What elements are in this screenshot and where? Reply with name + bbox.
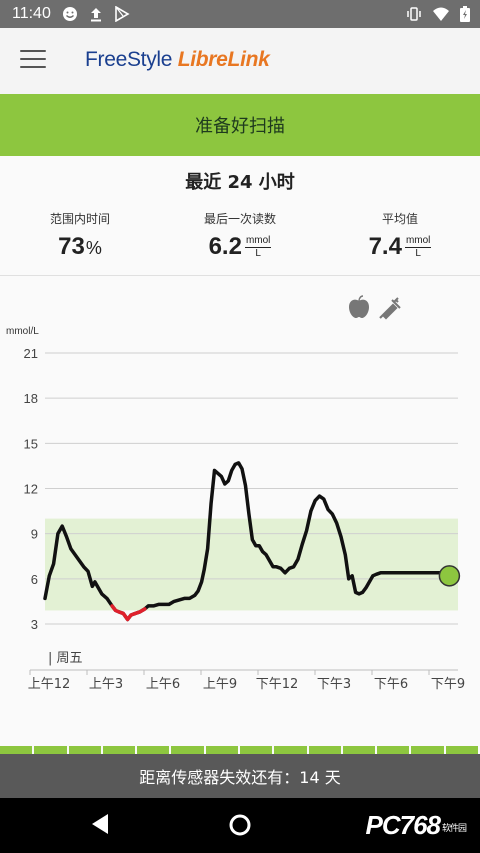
- battery-icon: [460, 6, 470, 22]
- upload-icon: [91, 8, 101, 22]
- apple-icon[interactable]: [349, 295, 369, 318]
- x-tick-label: 上午9: [203, 677, 237, 692]
- stat-last-reading: 最后一次读数 6.2 mmol L: [160, 210, 320, 261]
- current-reading-dot: [438, 565, 461, 587]
- navigation-bar: PC768 软件园: [0, 798, 480, 853]
- sensor-timeline-bar: [0, 746, 480, 754]
- timeline-segment: [0, 746, 35, 754]
- day-marker-label: | 周五: [48, 651, 83, 666]
- x-tick-label: 下午12: [256, 677, 299, 692]
- timeline-segment: [274, 746, 309, 754]
- x-tick-label: 上午12: [28, 677, 71, 692]
- timeline-segment: [411, 746, 446, 754]
- stat-average-label: 平均值: [381, 212, 418, 226]
- timeline-segment: [171, 746, 206, 754]
- y-tick-label: 3: [31, 617, 38, 632]
- vibrate-icon: [407, 7, 421, 21]
- x-tick-label: 下午6: [374, 677, 408, 692]
- y-tick-label: 21: [24, 346, 38, 361]
- x-tick-label: 上午3: [89, 677, 123, 692]
- x-tick-label: 下午3: [317, 677, 351, 692]
- x-tick-label: 下午9: [431, 677, 465, 692]
- summary-title: 最近 24 小时: [185, 172, 295, 193]
- timeline-segment: [343, 746, 378, 754]
- watermark-logo: PC768 软件园: [365, 810, 467, 840]
- y-tick-label: 12: [24, 482, 38, 497]
- wifi-icon: [433, 7, 449, 21]
- y-tick-label: 9: [31, 527, 38, 542]
- y-axis-label: mmol/L: [6, 326, 39, 337]
- timeline-segment: [69, 746, 103, 754]
- status-bar: 11:40: [0, 0, 480, 28]
- syringe-icon[interactable]: [379, 297, 401, 320]
- status-time: 11:40: [12, 5, 51, 22]
- timeline-segment: [377, 746, 412, 754]
- glucose-chart: mmol/L 21 18 15 12 9 6 3 | 周五上午12 上午3 上午6 上午9 下午12 下…: [0, 276, 480, 746]
- timeline-segment: [206, 746, 240, 754]
- timeline-segment: [34, 746, 69, 754]
- sensor-expiry-text: 距离传感器失效还有：14 天: [139, 768, 341, 787]
- menu-icon[interactable]: [20, 50, 46, 72]
- stat-in-range: 范围内时间 73 %: [0, 210, 160, 261]
- stat-last-reading-value: 6.2: [208, 233, 242, 260]
- timeline-segment: [137, 746, 172, 754]
- stat-average: 平均值 7.4 mmol L: [320, 210, 480, 261]
- sensor-expiry-banner: 距离传感器失效还有：14 天: [0, 754, 480, 798]
- play-store-icon: [115, 6, 130, 22]
- stat-last-reading-label: 最后一次读数: [203, 212, 276, 226]
- low-glucose-segment: [110, 604, 147, 622]
- y-tick-label: 15: [24, 436, 38, 451]
- smiley-icon: [63, 7, 77, 21]
- summary-card: 最近 24 小时 范围内时间 73 % 最后一次读数 6.2 mmol L 平均…: [0, 156, 480, 276]
- stat-in-range-unit: %: [85, 238, 102, 258]
- timeline-segment: [309, 746, 343, 754]
- y-tick-label: 6: [31, 572, 38, 587]
- stat-last-reading-unit: mmol L: [244, 235, 272, 259]
- timeline-segment: [446, 746, 480, 754]
- scan-button[interactable]: 准备好扫描: [0, 94, 480, 156]
- home-button[interactable]: [228, 813, 252, 837]
- stat-in-range-value: 73: [58, 233, 85, 260]
- x-tick-label: 上午6: [146, 677, 180, 692]
- stat-average-unit: mmol L: [404, 235, 432, 259]
- back-button[interactable]: [90, 813, 110, 835]
- app-logo: FreeStyle LibreLink: [85, 48, 270, 71]
- stat-in-range-label: 范围内时间: [49, 212, 110, 226]
- timeline-segment: [240, 746, 275, 754]
- y-tick-label: 18: [24, 391, 38, 406]
- timeline-segment: [103, 746, 138, 754]
- scan-button-label: 准备好扫描: [195, 116, 285, 137]
- app-bar: FreeStyle LibreLink: [0, 28, 480, 94]
- stat-average-value: 7.4: [368, 233, 402, 260]
